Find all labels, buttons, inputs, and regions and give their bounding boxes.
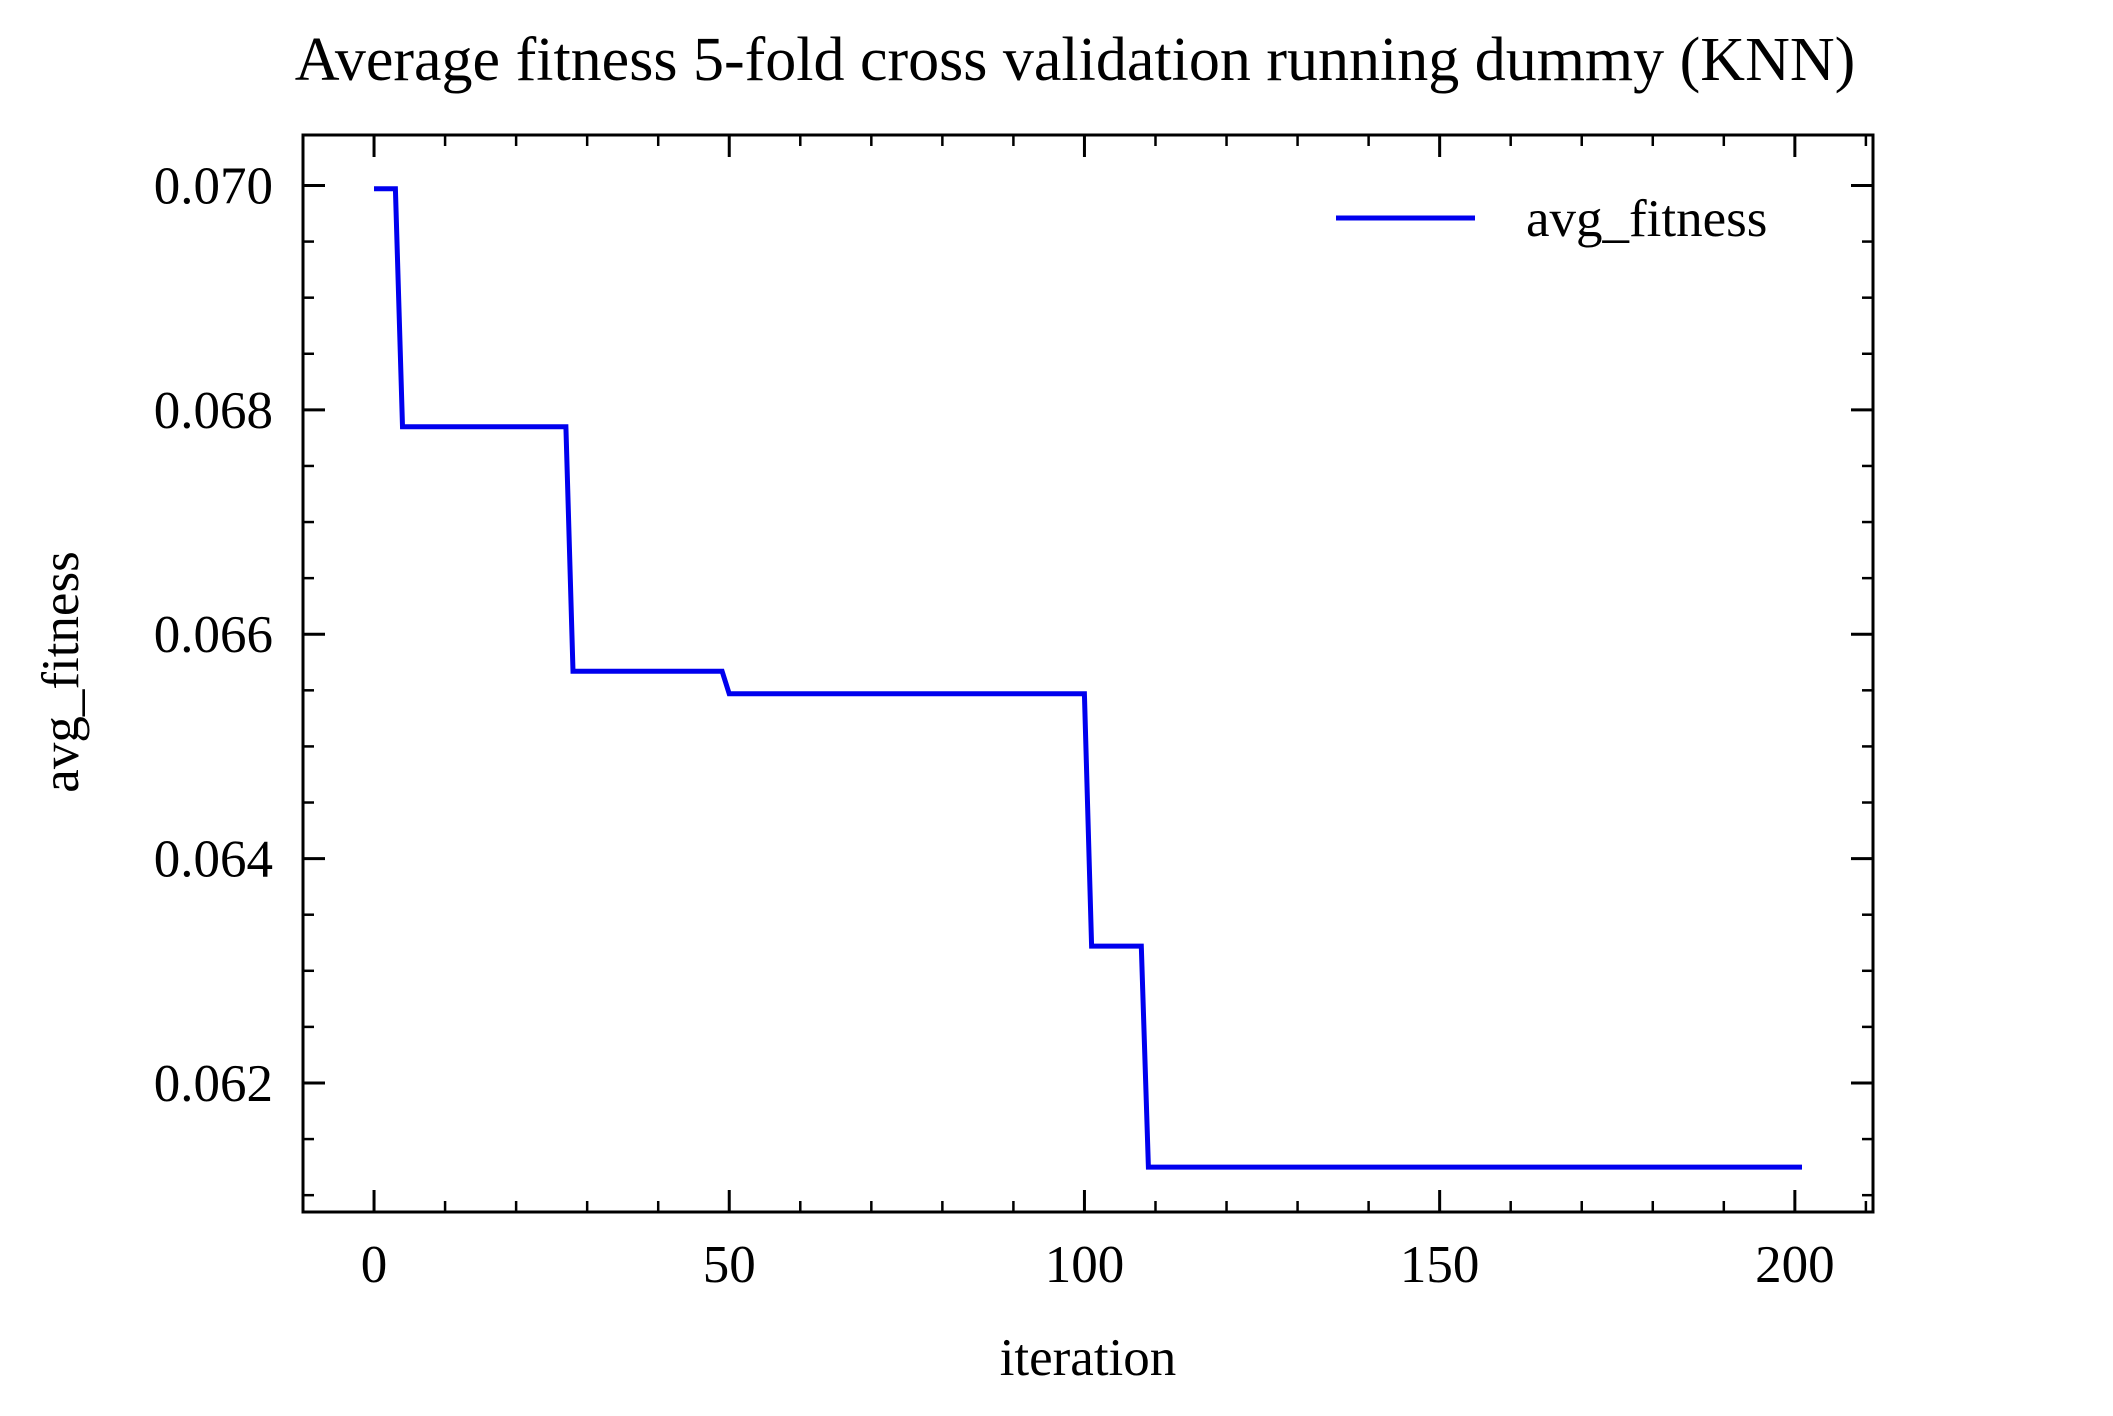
- x-tick-label: 200: [1755, 1236, 1835, 1294]
- series-line-avg-fitness: [374, 186, 1802, 1170]
- ticks-layer: [301, 135, 1873, 1212]
- y-tick-label: 0.070: [154, 157, 273, 215]
- series-layer: [374, 186, 1802, 1170]
- legend: avg_fitness: [1336, 190, 1767, 248]
- y-tick-label: 0.064: [154, 831, 273, 889]
- y-tick-label: 0.066: [154, 606, 273, 664]
- y-tick-label: 0.068: [154, 382, 273, 440]
- x-tick-label: 50: [703, 1236, 756, 1294]
- x-tick-label: 100: [1045, 1236, 1125, 1294]
- plot-frame: [301, 133, 1875, 1214]
- x-tick-label: 150: [1400, 1236, 1480, 1294]
- y-axis-label: avg_fitness: [32, 551, 90, 792]
- tick-labels-layer: 0 50 100 150 200 0.062 0.064 0.066 0.068 0.070: [154, 157, 1835, 1294]
- legend-label-avg-fitness: avg_fitness: [1526, 190, 1767, 248]
- chart-title: Average fitness 5-fold cross validation …: [295, 26, 1856, 94]
- y-tick-label: 0.062: [154, 1055, 273, 1113]
- x-tick-label: 0: [361, 1236, 388, 1294]
- x-axis-label: iteration: [1000, 1329, 1177, 1387]
